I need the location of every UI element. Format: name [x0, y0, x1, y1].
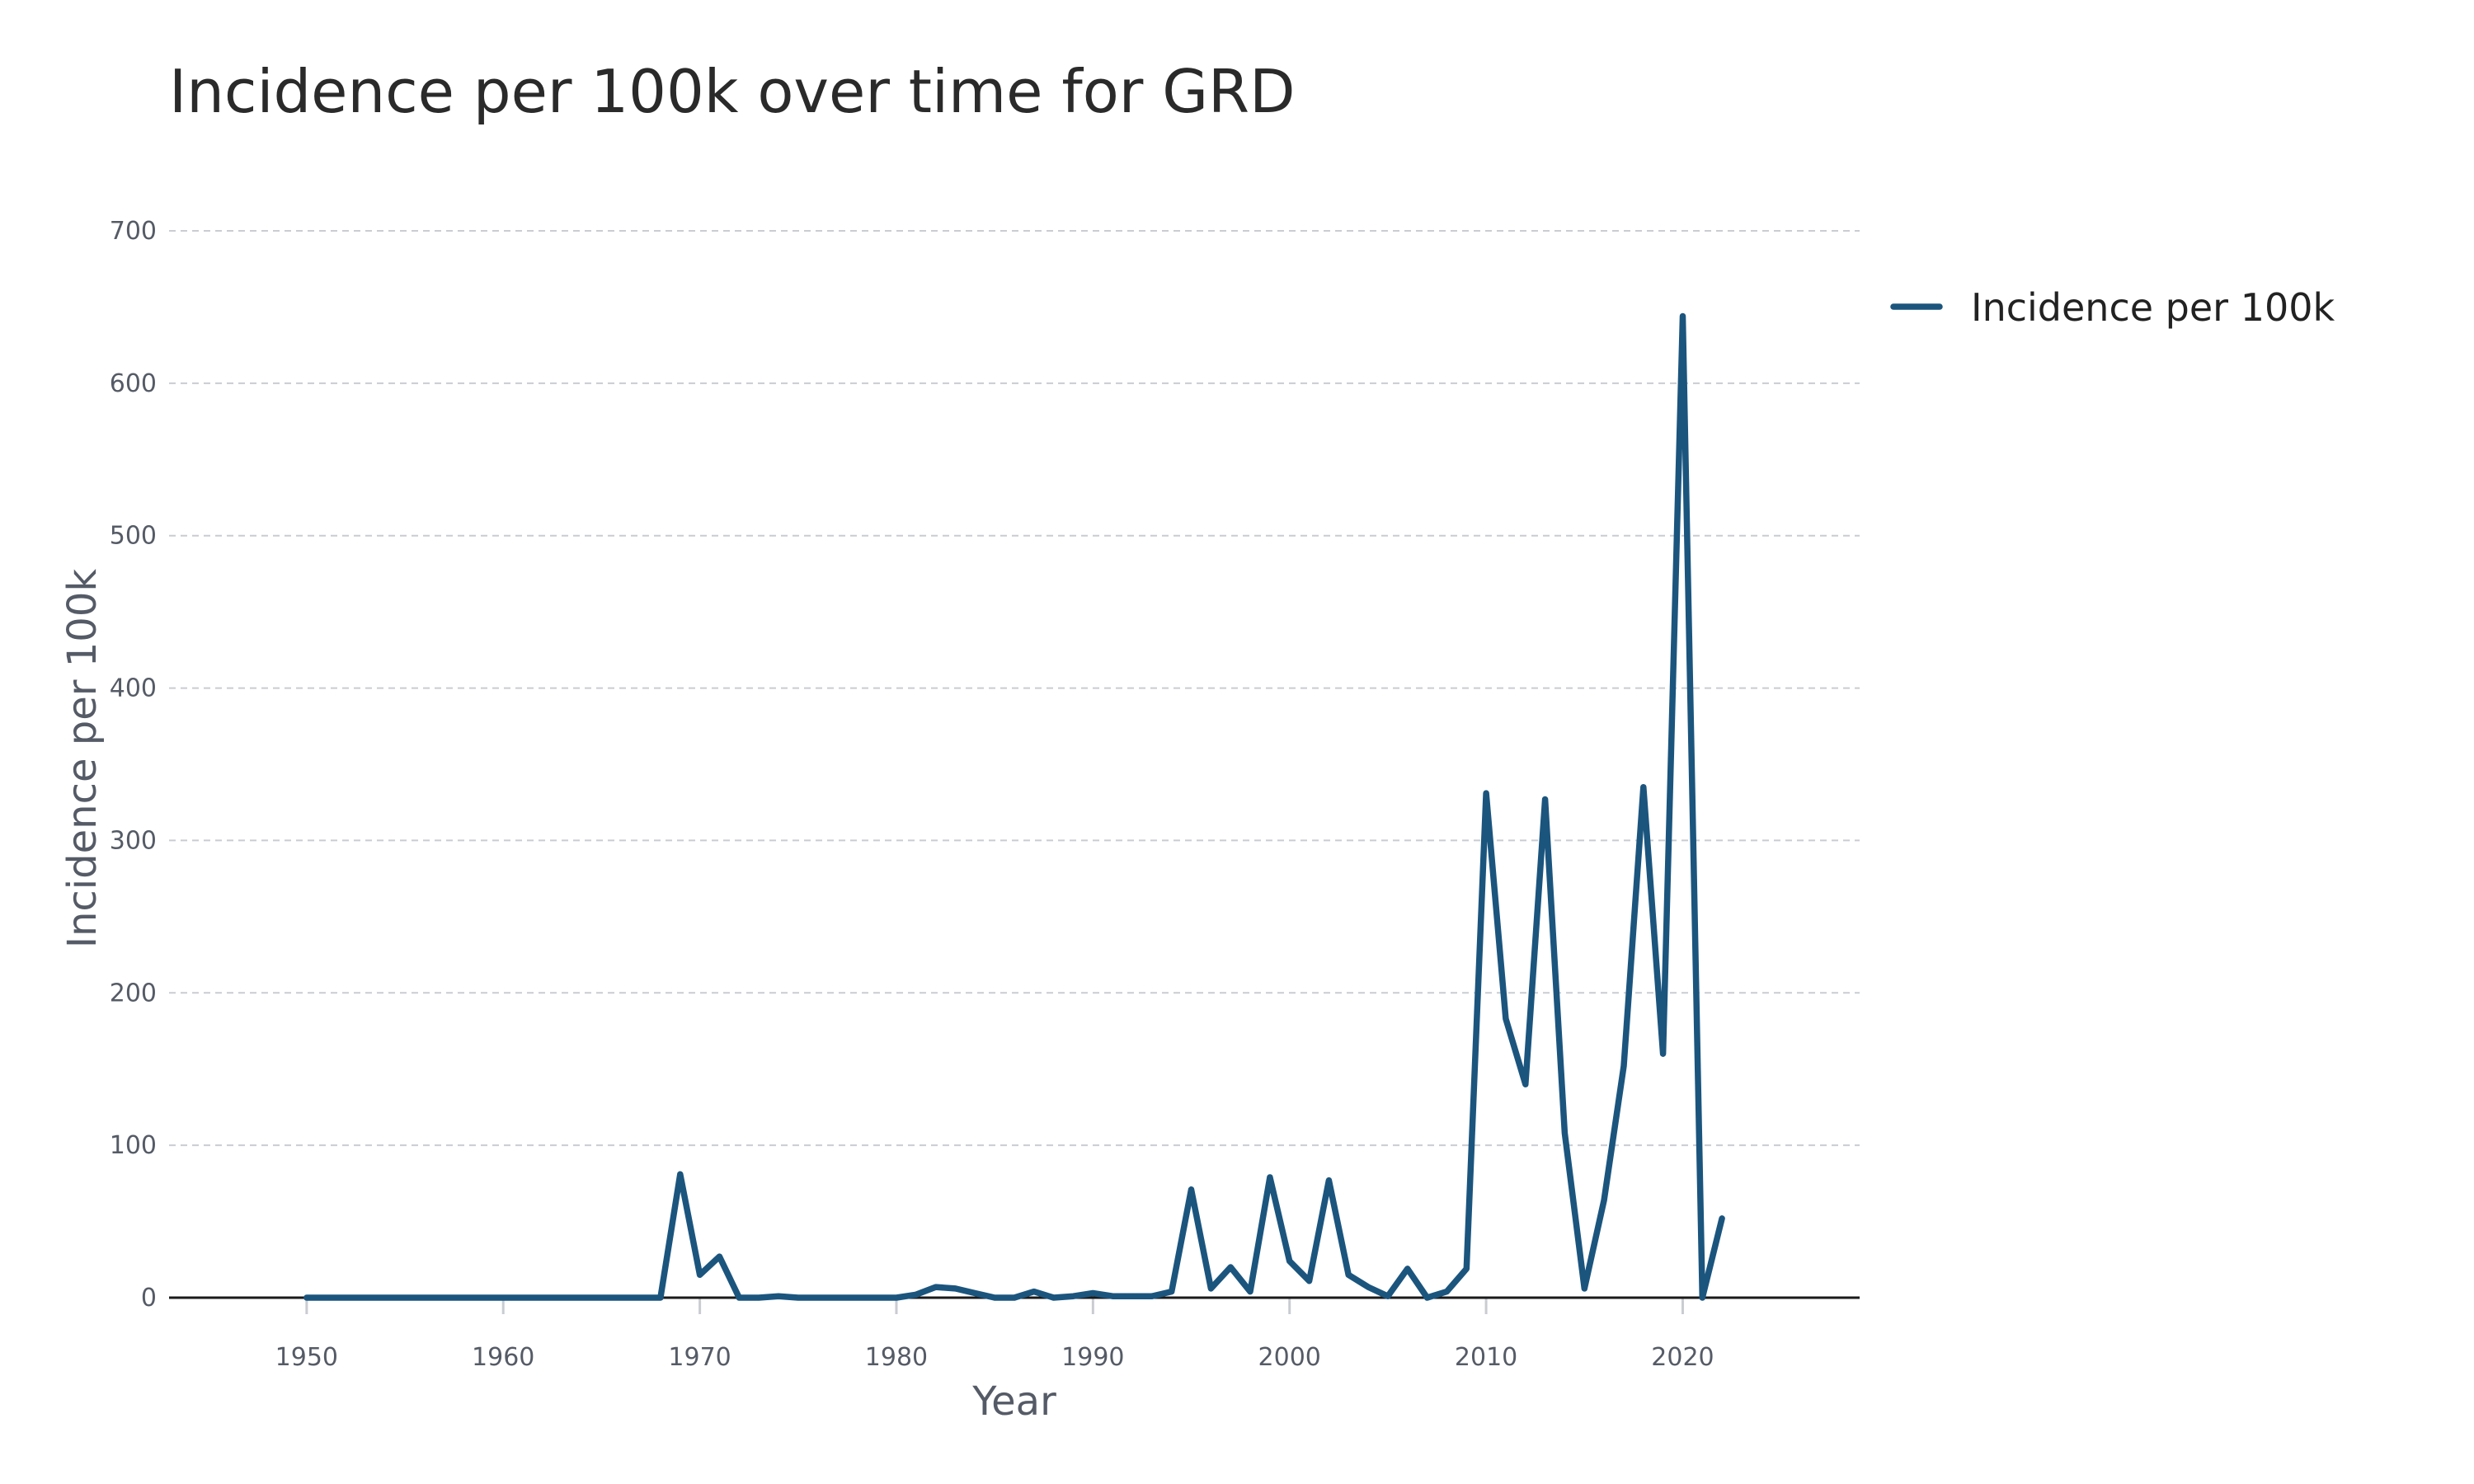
x-tick-label: 2020: [1651, 1343, 1714, 1372]
y-tick-label: 500: [110, 522, 157, 551]
y-tick-label: 200: [110, 979, 157, 1007]
x-tick-label: 2010: [1455, 1343, 1517, 1372]
grid-lines: [169, 230, 1860, 1147]
x-tick-label: 1950: [275, 1343, 338, 1372]
x-tick-label: 2000: [1258, 1343, 1321, 1372]
y-tick-label: 700: [110, 217, 157, 246]
x-tick-label: 1980: [865, 1343, 928, 1372]
x-axis-ticks: 1950 1960 1970 1980 1990 2000 2010 2020: [275, 1298, 1714, 1372]
legend-label: Incidence per 100k: [1971, 285, 2335, 330]
x-tick-label: 1990: [1061, 1343, 1124, 1372]
x-axis-title: Year: [971, 1378, 1056, 1425]
y-axis-title: Incidence per 100k: [59, 569, 106, 949]
chart-title: Incidence per 100k over time for GRD: [169, 57, 1296, 126]
y-tick-label: 100: [110, 1131, 157, 1160]
y-tick-label: 0: [141, 1284, 157, 1313]
x-tick-label: 1960: [472, 1343, 534, 1372]
y-tick-label: 300: [110, 826, 157, 855]
x-tick-label: 1970: [668, 1343, 731, 1372]
y-tick-label: 600: [110, 369, 157, 398]
series-group: [303, 312, 1725, 1301]
legend[interactable]: Incidence per 100k: [1890, 285, 2335, 330]
y-axis-ticks: 0 100 200 300 400 500 600 700: [110, 217, 157, 1313]
series-line[interactable]: [303, 312, 1725, 1301]
y-tick-label: 400: [110, 674, 157, 703]
